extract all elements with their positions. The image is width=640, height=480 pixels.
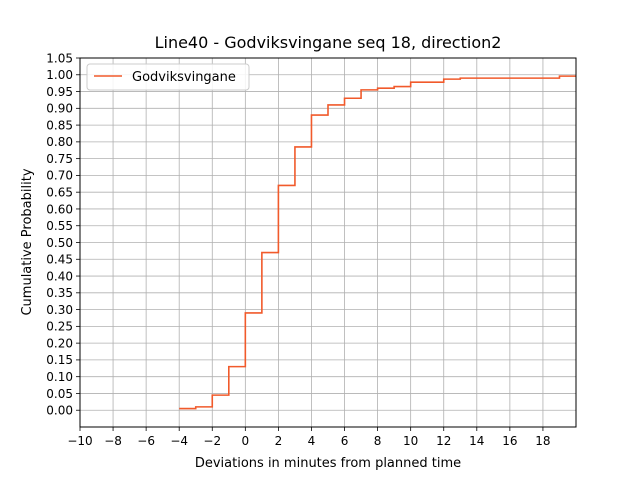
x-tick-label: 16: [502, 434, 517, 448]
y-tick-label: 0.45: [46, 253, 73, 267]
series-layer: [179, 75, 576, 410]
x-tick-label: 10: [403, 434, 418, 448]
x-tick-label: −6: [137, 434, 155, 448]
x-tick-label: −4: [170, 434, 188, 448]
y-tick-label: 0.75: [46, 152, 73, 166]
y-tick-label: 1.05: [46, 51, 73, 65]
x-tick-label: 8: [374, 434, 382, 448]
y-axis-label: Cumulative Probability: [20, 168, 35, 315]
y-tick-label: 0.90: [46, 102, 73, 116]
legend-box: [86, 63, 250, 91]
y-tick-label: 0.80: [46, 135, 73, 149]
y-tick-label: 0.70: [46, 169, 73, 183]
chart-title: Line40 - Godviksvingane seq 18, directio…: [155, 33, 502, 52]
x-tick-label: 18: [535, 434, 550, 448]
y-tick-label: 0.10: [46, 370, 73, 384]
y-tick-label: 0.95: [46, 85, 73, 99]
y-tick-label: 0.15: [46, 353, 73, 367]
y-tick-label: 1.00: [46, 68, 73, 82]
x-tick-label: 0: [242, 434, 250, 448]
y-tick-label: 0.40: [46, 269, 73, 283]
y-tick-label: 0.25: [46, 320, 73, 334]
y-tick-label: 0.85: [46, 118, 73, 132]
x-axis-ticks: −10 −8 −6 −4 −2 0 2 4 6 8 10 12 14 16 18: [67, 427, 551, 448]
x-tick-label: 4: [308, 434, 316, 448]
y-tick-label: 0.05: [46, 387, 73, 401]
x-tick-label: −8: [104, 434, 122, 448]
y-tick-label: 0.20: [46, 336, 73, 350]
y-tick-label: 0.50: [46, 236, 73, 250]
x-tick-label: 2: [275, 434, 283, 448]
x-tick-label: 12: [436, 434, 451, 448]
legend: Godviksvingane: [86, 63, 250, 91]
x-tick-label: 14: [469, 434, 484, 448]
x-tick-label: 6: [341, 434, 349, 448]
y-tick-label: 0.35: [46, 286, 73, 300]
x-axis-label: Deviations in minutes from planned time: [195, 456, 461, 471]
y-tick-label: 0.65: [46, 185, 73, 199]
y-tick-label: 0.30: [46, 303, 73, 317]
y-tick-label: 0.00: [46, 404, 73, 418]
legend-entry-label: Godviksvingane: [132, 70, 236, 85]
series-line-godviksvingane: [179, 75, 576, 410]
x-tick-label: −2: [203, 434, 221, 448]
y-tick-label: 0.60: [46, 202, 73, 216]
y-axis-ticks: 0.00 0.05 0.10 0.15 0.20 0.25 0.30 0.35 0.40 0.45…: [46, 51, 80, 418]
y-tick-label: 0.55: [46, 219, 73, 233]
x-tick-label: −10: [67, 434, 92, 448]
grid-lines: [79, 57, 576, 427]
